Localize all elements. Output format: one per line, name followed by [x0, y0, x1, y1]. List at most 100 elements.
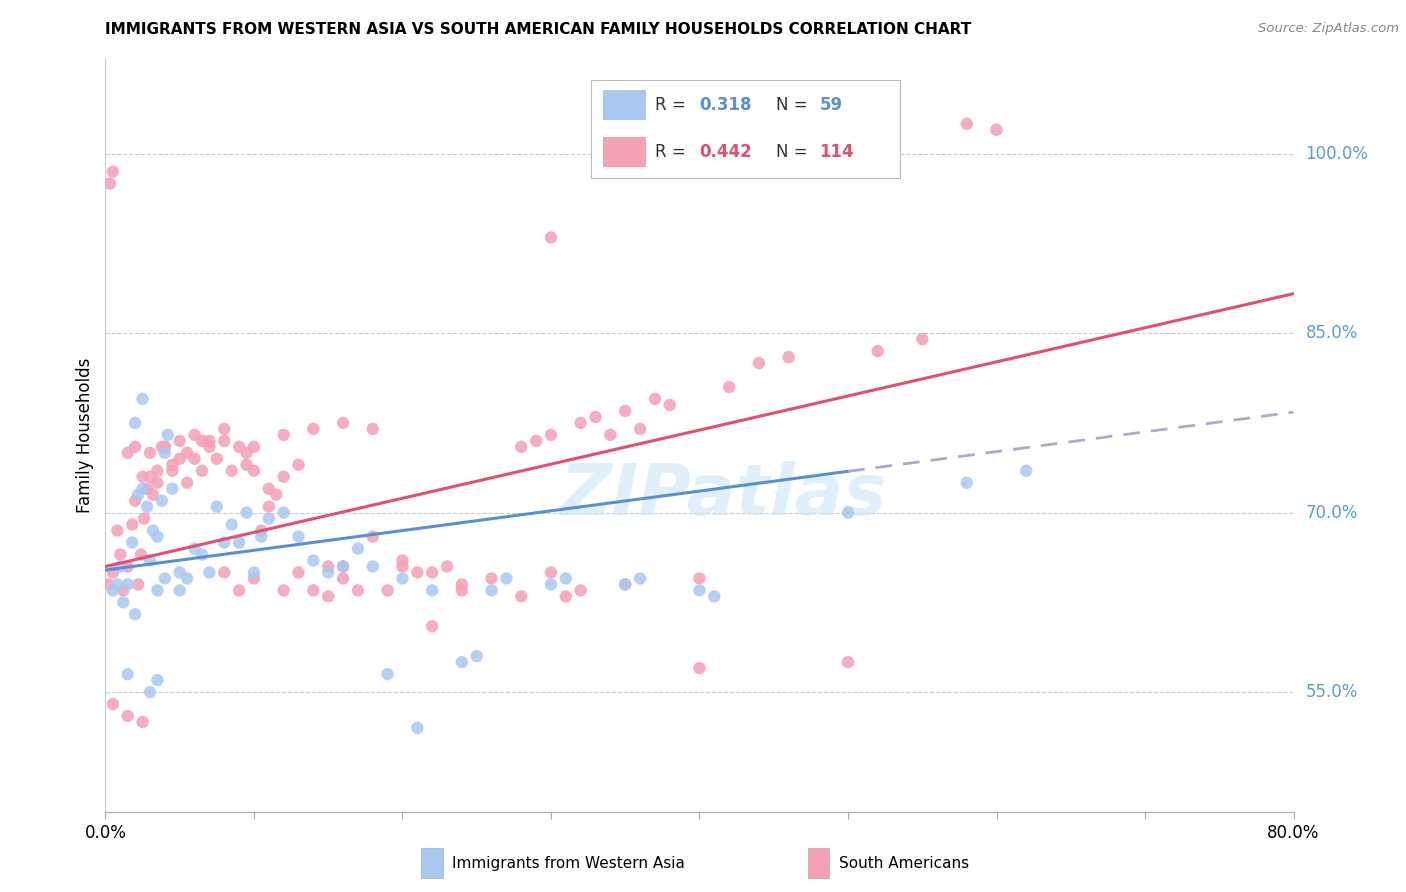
Point	[569, 583, 592, 598]
Point	[117, 559, 139, 574]
Point	[316, 559, 339, 574]
Point	[866, 344, 889, 359]
Text: 59: 59	[820, 95, 842, 114]
Point	[420, 566, 443, 580]
Point	[124, 493, 146, 508]
Point	[250, 524, 273, 538]
Point	[214, 434, 236, 448]
Point	[112, 595, 135, 609]
Text: South Americans: South Americans	[838, 855, 969, 871]
Point	[689, 571, 711, 585]
Point	[183, 451, 205, 466]
Point	[153, 440, 176, 454]
Point	[273, 469, 295, 483]
Point	[176, 475, 198, 490]
Point	[911, 332, 934, 346]
Point	[198, 440, 221, 454]
Point	[986, 122, 1008, 136]
Point	[169, 451, 191, 466]
Text: IMMIGRANTS FROM WESTERN ASIA VS SOUTH AMERICAN FAMILY HOUSEHOLDS CORRELATION CHA: IMMIGRANTS FROM WESTERN ASIA VS SOUTH AM…	[105, 22, 972, 37]
Point	[540, 566, 562, 580]
Point	[510, 440, 533, 454]
Point	[183, 428, 205, 442]
Point	[243, 571, 266, 585]
Point	[436, 559, 458, 574]
Point	[228, 583, 250, 598]
Point	[287, 530, 309, 544]
Point	[198, 566, 221, 580]
Point	[136, 482, 159, 496]
Point	[347, 541, 370, 556]
Point	[628, 422, 651, 436]
Point	[250, 530, 273, 544]
Point	[153, 440, 176, 454]
Bar	[422, 848, 443, 878]
Point	[101, 164, 124, 178]
Point	[450, 655, 472, 669]
Point	[205, 451, 228, 466]
Point	[132, 511, 155, 525]
Point	[221, 517, 243, 532]
Point	[235, 506, 257, 520]
Point	[273, 428, 295, 442]
Point	[117, 667, 139, 681]
Point	[117, 577, 139, 591]
Point	[110, 559, 132, 574]
Point	[146, 475, 169, 490]
Point	[235, 446, 257, 460]
Point	[121, 535, 143, 549]
Point	[420, 619, 443, 633]
Point	[150, 440, 173, 454]
Point	[332, 571, 354, 585]
Text: Immigrants from Western Asia: Immigrants from Western Asia	[453, 855, 685, 871]
Point	[97, 577, 120, 591]
Point	[540, 428, 562, 442]
Point	[391, 571, 413, 585]
Point	[235, 458, 257, 472]
Point	[332, 416, 354, 430]
Y-axis label: Family Households: Family Households	[76, 357, 94, 513]
Point	[146, 583, 169, 598]
Point	[110, 548, 132, 562]
Bar	[603, 90, 647, 120]
Point	[101, 697, 124, 711]
Point	[153, 446, 176, 460]
Point	[495, 571, 517, 585]
Point	[146, 530, 169, 544]
Point	[316, 566, 339, 580]
Point	[361, 530, 384, 544]
Point	[554, 571, 576, 585]
Point	[156, 428, 179, 442]
Point	[131, 392, 153, 406]
Point	[658, 398, 681, 412]
Point	[450, 577, 472, 591]
Point	[287, 458, 309, 472]
Point	[316, 590, 339, 604]
Point	[540, 230, 562, 244]
Point	[599, 428, 621, 442]
Point	[176, 571, 198, 585]
Point	[162, 458, 184, 472]
Bar	[603, 137, 647, 167]
Point	[302, 422, 325, 436]
Point	[205, 500, 228, 514]
Point	[628, 571, 651, 585]
Point	[689, 583, 711, 598]
Point	[420, 583, 443, 598]
Point	[569, 416, 592, 430]
Point	[377, 667, 399, 681]
Point	[98, 177, 121, 191]
Point	[129, 548, 152, 562]
Point	[131, 469, 153, 483]
Text: 114: 114	[820, 143, 853, 161]
Point	[124, 607, 146, 622]
Point	[105, 577, 128, 591]
Point	[162, 482, 184, 496]
Point	[956, 475, 979, 490]
Point	[117, 709, 139, 723]
Point	[183, 541, 205, 556]
Point	[142, 524, 165, 538]
Point	[585, 409, 607, 424]
Point	[837, 655, 859, 669]
Point	[131, 482, 153, 496]
